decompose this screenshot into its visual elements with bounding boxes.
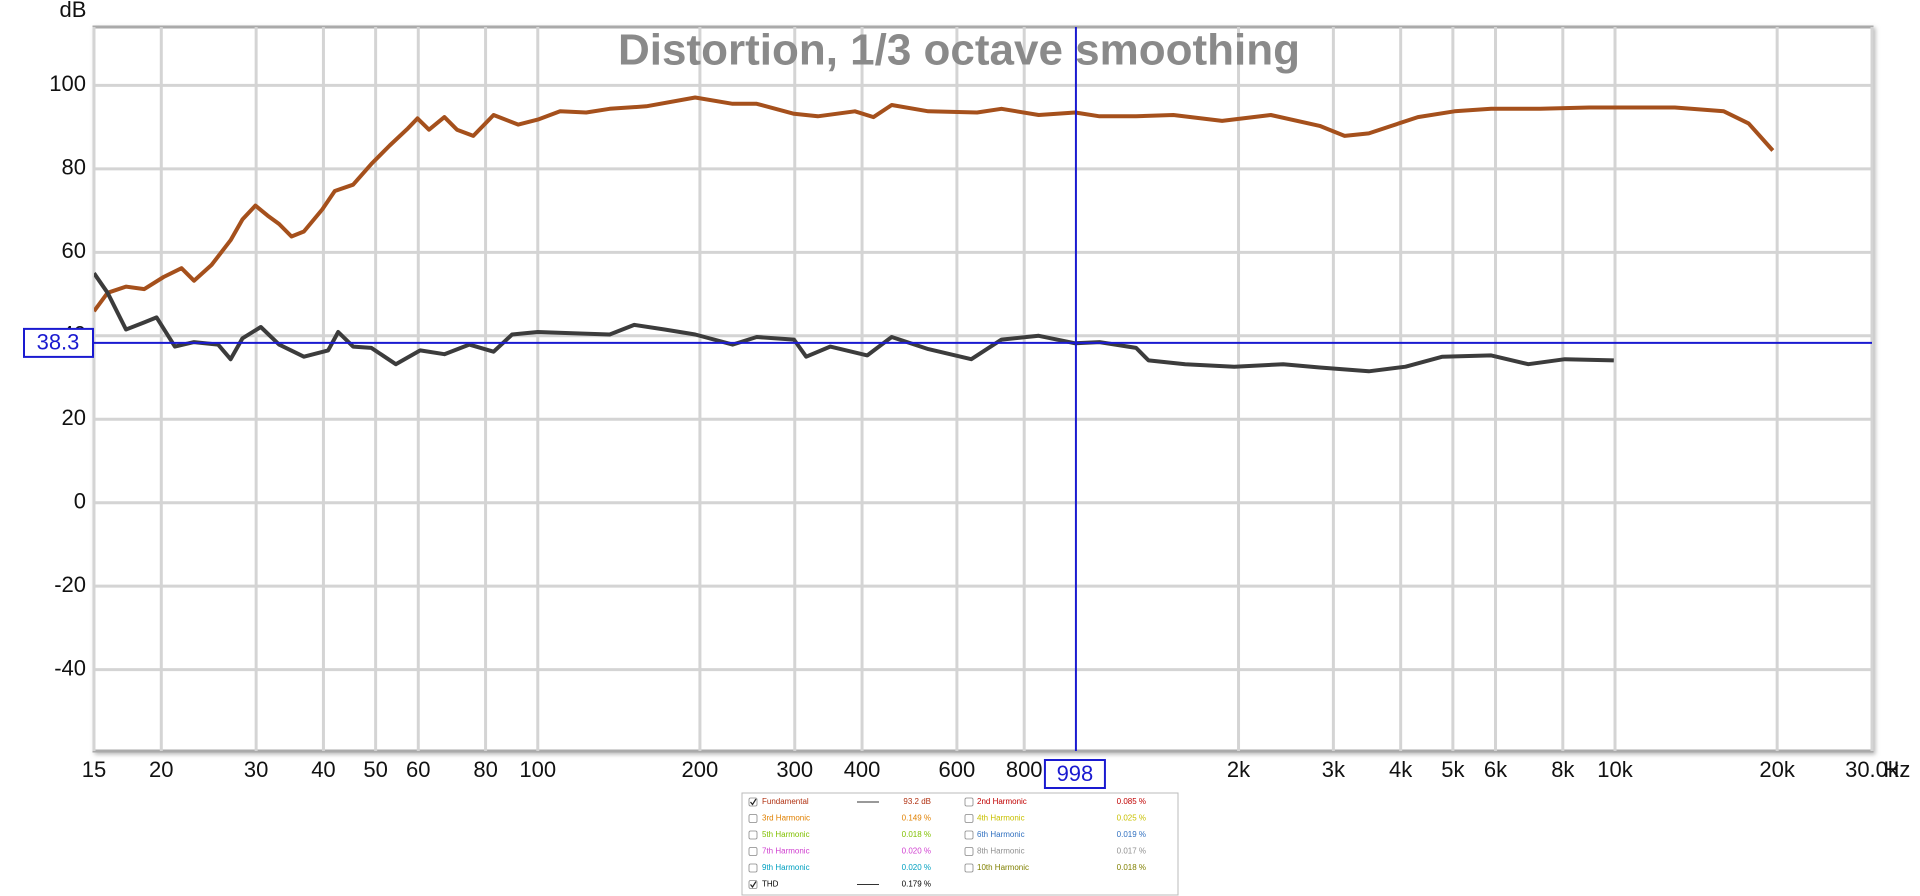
curves: [94, 95, 1775, 374]
legend-check: [750, 798, 757, 806]
y-unit: dB: [60, 0, 87, 22]
series-line: [94, 272, 1614, 374]
legend-readout: 0.020 %: [902, 863, 931, 872]
x-tick-label: 4k: [1389, 757, 1413, 782]
x-tick-label: 200: [682, 757, 719, 782]
plot-frame: [92, 25, 1874, 753]
x-tick-label: 10k: [1597, 757, 1633, 782]
legend-label: 8th Harmonic: [977, 847, 1025, 856]
legend-readout: 0.085 %: [1117, 797, 1146, 806]
x-tick-label: 20k: [1759, 757, 1795, 782]
legend-checkbox[interactable]: [964, 847, 974, 856]
legend-readout: 93.2 dB: [903, 797, 931, 806]
x-tick-label: 3k: [1322, 757, 1346, 782]
y-tick-label: 60: [62, 238, 86, 263]
legend-label: 5th Harmonic: [762, 830, 810, 839]
legend-check: [750, 881, 757, 889]
legend-checkbox[interactable]: [964, 863, 974, 873]
x-tick-label: 800: [1006, 757, 1043, 782]
y-tick-label: -20: [54, 572, 86, 597]
x-tick-label: 5k: [1441, 757, 1465, 782]
legend-readout: 0.017 %: [1117, 847, 1146, 856]
x-tick-label: 400: [844, 757, 881, 782]
cursor-y-box: [23, 327, 94, 358]
legend-checkbox[interactable]: [964, 814, 974, 823]
x-unit: Hz: [1884, 757, 1911, 782]
chart-title: Distortion, 1/3 octave smoothing: [618, 26, 1300, 75]
legend-label: 2nd Harmonic: [977, 797, 1027, 806]
grid: [92, 27, 1874, 751]
legend-checkbox[interactable]: [964, 830, 974, 840]
cursor-x-box: [1043, 759, 1106, 789]
x-tick-label: 2k: [1227, 757, 1251, 782]
legend-label: THD: [762, 880, 779, 889]
legend-box: [741, 792, 1179, 896]
legend-label: 3rd Harmonic: [762, 814, 810, 823]
legend-readout: 0.179 %: [902, 880, 931, 889]
legend-checkbox[interactable]: [748, 863, 758, 873]
legend-readout: 0.018 %: [902, 830, 931, 839]
legend: Fundamental 93.2 dB 2nd Harmonic 0.085 % 3rd…: [741, 792, 1179, 896]
legend-checkbox[interactable]: [964, 797, 974, 807]
y-tick-label: 0: [74, 489, 86, 514]
legend-checkbox[interactable]: [748, 830, 758, 840]
x-tick-label: 600: [939, 757, 976, 782]
x-tick-label: 20: [149, 757, 173, 782]
legend-label: 6th Harmonic: [977, 830, 1025, 839]
x-tick-label: 30.0k: [1845, 757, 1900, 782]
legend-checkbox[interactable]: [748, 814, 758, 823]
x-tick-label: 80: [473, 757, 497, 782]
x-tick-label: 300: [776, 757, 813, 782]
legend-readout: 0.019 %: [1117, 830, 1146, 839]
legend-label: 9th Harmonic: [762, 863, 810, 872]
series-line: [94, 95, 1775, 313]
x-tick-label: 50: [363, 757, 387, 782]
y-tick-label: 100: [49, 71, 86, 96]
x-tick-label: 15: [82, 757, 106, 782]
x-tick-label: 100: [519, 757, 556, 782]
y-tick-label: 20: [62, 405, 86, 430]
legend-readout: 0.025 %: [1117, 814, 1146, 823]
legend-label: 10th Harmonic: [977, 863, 1029, 872]
x-tick-label: 40: [311, 757, 335, 782]
legend-label: Fundamental: [762, 797, 809, 806]
y-tick-label: 80: [62, 155, 86, 180]
cursor-y-label: 38.3: [37, 330, 80, 355]
x-tick-label: 30: [244, 757, 268, 782]
x-tick-label: 6k: [1484, 757, 1508, 782]
legend-readout: 0.018 %: [1117, 863, 1146, 872]
legend-readout: 0.149 %: [902, 814, 931, 823]
cursor-x-label: 998: [1057, 761, 1094, 786]
legend-checkbox[interactable]: [748, 847, 758, 856]
x-tick-label: 8k: [1551, 757, 1575, 782]
x-tick-label: 60: [406, 757, 430, 782]
y-tick-label: -40: [54, 655, 86, 680]
legend-label: 7th Harmonic: [762, 847, 810, 856]
legend-readout: 0.020 %: [902, 847, 931, 856]
legend-label: 4th Harmonic: [977, 814, 1025, 823]
